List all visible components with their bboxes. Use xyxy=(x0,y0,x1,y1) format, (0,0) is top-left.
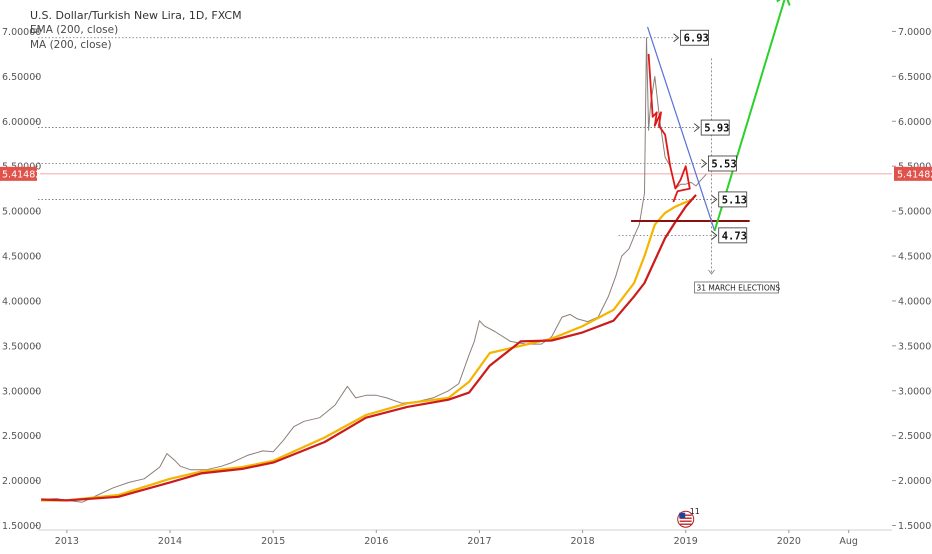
level-label-box xyxy=(700,119,730,136)
wave-zigzag xyxy=(647,53,691,203)
elections-label-box xyxy=(694,281,779,294)
downtrend-line xyxy=(646,26,716,232)
x-tick-label: 2020 xyxy=(777,536,801,547)
x-tick-label: 2019 xyxy=(674,536,698,547)
y-tick-label-right: 4.50000 xyxy=(898,252,932,263)
series-ma-line xyxy=(41,194,697,502)
x-tick-label: 2016 xyxy=(364,536,388,547)
y-tick-label-right: 5.00000 xyxy=(898,207,932,218)
elections-arrowhead xyxy=(708,269,715,275)
level-label-box xyxy=(718,191,748,208)
y-tick-label-right: 6.50000 xyxy=(898,72,932,83)
y-tick-label-right: 7.00000 xyxy=(898,27,932,38)
y-tick-label-left: 5.00000 xyxy=(2,207,41,218)
y-tick-label-right: 1.50000 xyxy=(898,521,932,532)
level-label-box xyxy=(680,29,709,46)
y-tick-label-left: 4.50000 xyxy=(2,252,41,263)
y-tick-label-left: 6.00000 xyxy=(2,117,41,128)
flag-canton xyxy=(679,512,686,519)
current-price-badge-right xyxy=(894,166,932,181)
x-tick-label: 2014 xyxy=(158,536,182,547)
level-arrowhead xyxy=(673,33,680,43)
y-tick-label-right: 6.00000 xyxy=(898,117,932,128)
level-arrowhead xyxy=(693,123,700,132)
level-label: 5.13 xyxy=(722,194,747,206)
y-tick-label-right: 2.50000 xyxy=(898,431,932,442)
level-label-box xyxy=(718,227,748,244)
current-price-badge-left xyxy=(0,166,37,181)
y-tick-label-right: 2.00000 xyxy=(898,476,932,487)
level-arrowhead xyxy=(701,159,708,168)
y-tick-label-right: 3.00000 xyxy=(898,386,932,397)
level-label: 5.93 xyxy=(704,123,729,135)
y-tick-label-right: 4.00000 xyxy=(898,296,932,307)
y-tick-label-left: 3.00000 xyxy=(2,386,41,397)
y-tick-label-left: 7.00000 xyxy=(2,27,41,38)
x-tick-label: Aug xyxy=(839,536,858,547)
x-tick-label: 2018 xyxy=(570,536,594,547)
y-tick-label-left: 2.50000 xyxy=(2,431,41,442)
level-label: 6.93 xyxy=(684,33,709,45)
ema-indicator-label[interactable]: EMA (200, close) xyxy=(30,24,119,36)
y-tick-label-left: 3.50000 xyxy=(2,341,41,352)
elections-label: 31 MARCH ELECTIONS xyxy=(697,283,781,292)
y-tick-label-left: 6.50000 xyxy=(2,72,41,83)
x-tick-label: 2015 xyxy=(261,536,285,547)
chart-legend: U.S. Dollar/Turkish New Lira, 1D, FXCM E… xyxy=(30,8,242,53)
chart-title: U.S. Dollar/Turkish New Lira, 1D, FXCM xyxy=(30,9,242,22)
current-price-label-left: 5.41482 xyxy=(2,169,41,180)
level-label: 4.73 xyxy=(722,230,747,242)
y-tick-label-left: 2.00000 xyxy=(2,476,41,487)
level-label: 5.53 xyxy=(711,158,736,170)
level-arrowhead xyxy=(711,231,718,240)
event-count-label: 11 xyxy=(690,507,700,516)
projection-arrowhead xyxy=(776,0,791,6)
current-price-label-right: 5.41482 xyxy=(897,169,932,180)
y-tick-label-left: 1.50000 xyxy=(2,521,41,532)
x-tick-label: 2013 xyxy=(55,536,79,547)
y-tick-label-right: 3.50000 xyxy=(898,341,932,352)
level-label-box xyxy=(708,155,737,172)
series-price-line xyxy=(41,37,707,503)
y-tick-label-left: 4.00000 xyxy=(2,296,41,307)
x-tick-label: 2017 xyxy=(467,536,491,547)
series-ema-line xyxy=(41,199,692,502)
level-arrowhead xyxy=(711,195,718,204)
ma-indicator-label[interactable]: MA (200, close) xyxy=(30,39,112,51)
